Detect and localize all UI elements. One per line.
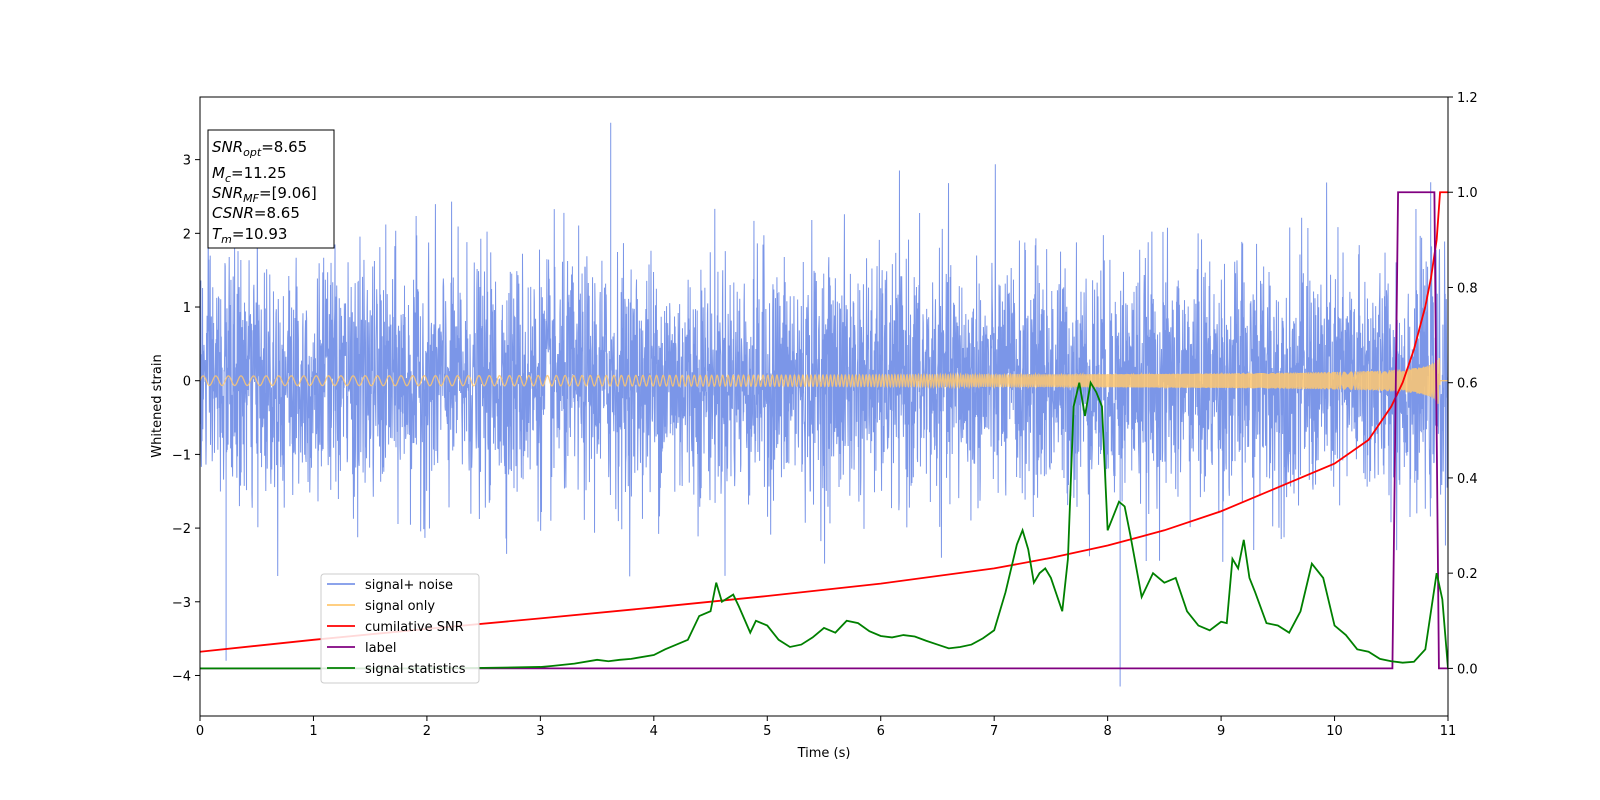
info-mc: Mc=11.25 xyxy=(212,164,287,185)
y-right-tick-label: 0.4 xyxy=(1457,472,1478,487)
info-snr-opt-sub: opt xyxy=(243,146,262,159)
legend: signal+ noise signal only cumilative SNR la… xyxy=(320,573,480,684)
series-cumilative-snr xyxy=(200,191,1448,653)
info-mc-value: =11.25 xyxy=(231,164,287,182)
legend-label: signal statistics xyxy=(365,662,466,677)
series-signal-only xyxy=(200,357,1448,404)
series-signal-noise xyxy=(200,122,1448,687)
info-csnr: CSNR=8.65 xyxy=(212,204,300,222)
x-tick-label: 7 xyxy=(990,724,998,739)
legend-frame xyxy=(320,573,480,684)
info-tm-value: =10.93 xyxy=(232,225,288,243)
x-tick-label: 8 xyxy=(1103,724,1111,739)
y-right-tick-label: 0.6 xyxy=(1457,377,1478,392)
plot-area xyxy=(200,122,1448,687)
legend-label: label xyxy=(365,641,396,656)
info-box-frame xyxy=(207,129,335,249)
info-tm-sub: m xyxy=(221,233,232,246)
y-left-tick-label: −1 xyxy=(172,448,191,463)
y-axis-left: −4 −3 −2 −1 0 1 2 3 xyxy=(172,154,200,684)
y-left-tick-label: −2 xyxy=(172,522,191,537)
info-snr-opt-value: =8.65 xyxy=(261,138,307,156)
y-left-tick-label: 2 xyxy=(183,227,191,242)
info-csnr-value: =8.65 xyxy=(254,204,300,222)
y-right-tick-label: 0.0 xyxy=(1457,662,1478,677)
x-tick-label: 6 xyxy=(877,724,885,739)
x-tick-label: 11 xyxy=(1440,724,1457,739)
x-tick-label: 5 xyxy=(763,724,771,739)
info-snr-mf-name: SNR xyxy=(212,184,243,202)
plot-frame xyxy=(199,96,1449,717)
info-snr-opt: SNRopt=8.65 xyxy=(212,138,307,159)
info-mc-sub: c xyxy=(225,172,231,185)
x-axis-label: Time (s) xyxy=(797,746,851,761)
y-left-tick-label: 0 xyxy=(183,375,191,390)
info-csnr-name: CSNR xyxy=(212,204,254,222)
y-right-tick-label: 1.0 xyxy=(1457,186,1478,201)
y-right-tick-label: 0.8 xyxy=(1457,281,1478,296)
y-left-tick-label: −3 xyxy=(172,596,191,611)
legend-label: cumilative SNR xyxy=(365,620,464,635)
info-tm: Tm=10.93 xyxy=(212,225,287,246)
y-left-tick-label: 1 xyxy=(183,301,191,316)
info-box: SNRopt=8.65 Mc=11.25 SNRMF=[9.06] CSNR=8… xyxy=(207,129,335,249)
x-axis: 0 1 2 3 4 5 6 7 8 9 10 11 xyxy=(196,716,1456,739)
info-tm-name: T xyxy=(212,225,223,243)
info-snr-mf: SNRMF=[9.06] xyxy=(212,184,317,205)
x-tick-label: 1 xyxy=(309,724,317,739)
y-left-tick-label: 3 xyxy=(183,154,191,169)
x-tick-label: 2 xyxy=(423,724,431,739)
legend-label: signal+ noise xyxy=(365,578,453,593)
series-label xyxy=(200,191,1448,670)
y-right-tick-label: 0.2 xyxy=(1457,567,1478,582)
y-left-tick-label: −4 xyxy=(172,669,191,684)
info-snr-opt-name: SNR xyxy=(212,138,243,156)
info-mc-name: M xyxy=(212,164,225,182)
legend-label: signal only xyxy=(365,599,435,614)
x-tick-label: 9 xyxy=(1217,724,1225,739)
y-axis-right: 0.0 0.2 0.4 0.6 0.8 1.0 1.2 xyxy=(1448,91,1478,677)
y-right-tick-label: 1.2 xyxy=(1457,91,1478,106)
info-snr-mf-value: =[9.06] xyxy=(259,184,317,202)
series-signal-statistics xyxy=(200,380,1448,670)
y-axis-label: Whitened strain xyxy=(150,354,165,457)
x-tick-label: 0 xyxy=(196,724,204,739)
x-tick-label: 4 xyxy=(650,724,658,739)
x-tick-label: 3 xyxy=(536,724,544,739)
x-tick-label: 10 xyxy=(1326,724,1343,739)
info-snr-mf-sub: MF xyxy=(243,192,259,205)
